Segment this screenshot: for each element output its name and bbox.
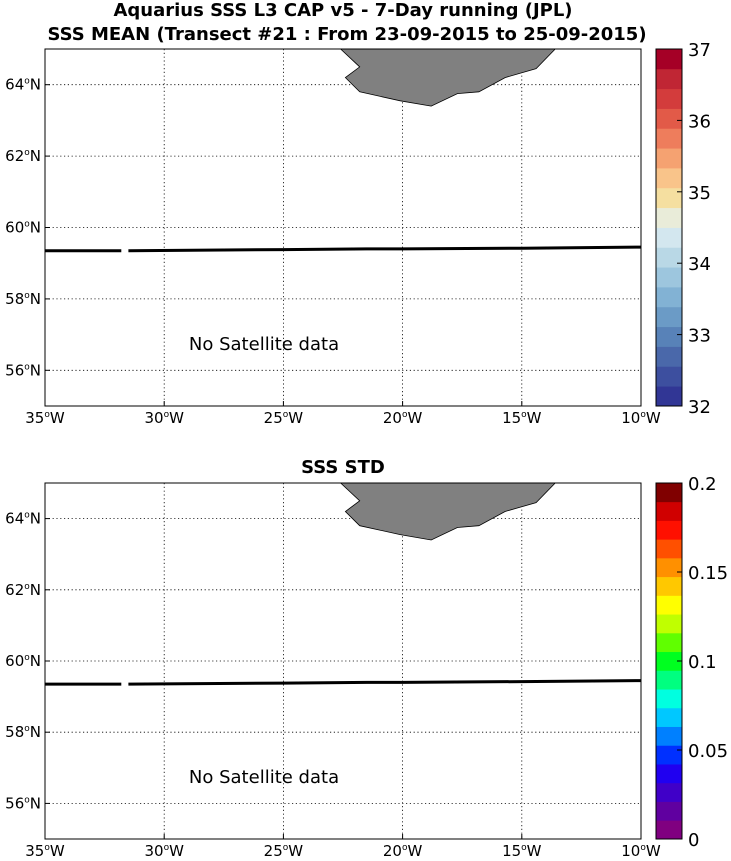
sss-std-map-panel: 35oW 30oW 25oW 20oW 15oW 10oW 64oN 62oN 60oN 58o… xyxy=(5,474,728,860)
colorbar-swatch xyxy=(656,68,682,90)
iceland-landmass xyxy=(309,482,557,541)
colorbar-swatch xyxy=(656,49,682,70)
longitude-tick-label: 10oW xyxy=(621,842,661,860)
colorbar-swatch xyxy=(656,366,682,387)
colorbar-swatch xyxy=(656,108,682,129)
colorbar-tick-label: 0.2 xyxy=(688,474,717,495)
colorbar-swatch xyxy=(656,707,682,727)
colorbar-swatch xyxy=(656,651,682,671)
colorbar-swatch xyxy=(656,346,682,367)
colorbar-swatch xyxy=(656,614,682,634)
colorbar-swatch xyxy=(656,632,682,653)
latitude-tick-labels: 64oN 62oN 60oN 58oN 56oN xyxy=(5,76,50,379)
colorbar-swatch xyxy=(656,820,682,840)
colorbar-swatch xyxy=(656,576,682,596)
std-panel-title: SSS STD xyxy=(301,457,385,478)
longitude-tick-label: 25oW xyxy=(264,409,304,427)
colorbar-swatch xyxy=(656,168,682,189)
map-gridlines xyxy=(45,49,641,406)
colorbar-swatch xyxy=(656,148,682,169)
colorbar-swatch xyxy=(656,520,682,540)
colorbar-tick-label: 0.05 xyxy=(688,741,728,762)
colorbar-swatch xyxy=(656,483,682,503)
transect-segment xyxy=(128,245,642,253)
latitude-tick-label: 62oN xyxy=(5,581,41,599)
colorbar-swatch xyxy=(656,287,682,308)
longitude-tick-label: 35oW xyxy=(25,842,65,860)
iceland-coast xyxy=(309,482,557,541)
figure-title-line2: SSS MEAN (Transect #21 : From 23-09-2015… xyxy=(47,24,646,45)
colorbar-swatch xyxy=(656,689,682,709)
map-gridlines xyxy=(45,483,641,839)
latitude-tick-label: 60oN xyxy=(5,652,41,670)
transect-track xyxy=(45,245,642,253)
longitude-tick-label: 30oW xyxy=(144,409,184,427)
longitude-tick-labels: 35oW 30oW 25oW 20oW 15oW 10oW xyxy=(25,401,661,427)
longitude-tick-label: 30oW xyxy=(144,842,184,860)
colorbar-swatch xyxy=(656,539,682,559)
longitude-tick-label: 25oW xyxy=(264,842,304,860)
longitude-tick-label: 15oW xyxy=(502,409,542,427)
iceland-landmass xyxy=(309,48,557,107)
colorbar-swatch xyxy=(656,782,682,802)
latitude-tick-label: 56oN xyxy=(5,794,41,812)
colorbar-frame xyxy=(655,48,683,407)
colorbar-swatch xyxy=(656,801,682,821)
longitude-tick-label: 35oW xyxy=(25,409,65,427)
colorbar-swatch xyxy=(656,386,682,407)
salinity-colorbar: 32 33 34 35 36 37 xyxy=(655,40,711,418)
colorbar-tick-label: 0.15 xyxy=(688,563,728,584)
longitude-tick-label: 10oW xyxy=(621,409,661,427)
colorbar-swatch xyxy=(656,267,682,288)
longitude-tick-labels: 35oW 30oW 25oW 20oW 15oW 10oW xyxy=(25,834,661,860)
colorbar-swatch xyxy=(656,501,682,521)
colorbar-swatch xyxy=(656,326,682,347)
colorbar-swatch xyxy=(656,247,682,268)
no-satellite-data-note: No Satellite data xyxy=(189,767,339,788)
latitude-tick-label: 56oN xyxy=(5,361,41,379)
colorbar-swatch xyxy=(656,726,682,746)
colorbar-swatch xyxy=(656,187,682,209)
figure-title-line1: Aquarius SSS L3 CAP v5 - 7-Day running (… xyxy=(113,0,572,21)
std-colorbar: 0 0.05 0.1 0.15 0.2 xyxy=(655,474,728,851)
colorbar-tick-label: 36 xyxy=(688,111,711,132)
latitude-tick-label: 58oN xyxy=(5,723,41,741)
latitude-tick-label: 60oN xyxy=(5,219,41,237)
latitude-tick-labels: 64oN 62oN 60oN 58oN 56oN xyxy=(5,510,50,812)
longitude-tick-label: 20oW xyxy=(383,842,423,860)
colorbar-swatch xyxy=(656,306,682,328)
sss-mean-map-panel: 35oW 30oW 25oW 20oW 15oW 10oW 64oN 62oN 60oN 58o… xyxy=(5,40,711,427)
colorbar-tick-label: 0.1 xyxy=(688,652,717,673)
colorbar-swatch xyxy=(656,207,682,228)
colorbar-tick-label: 33 xyxy=(688,326,711,347)
colorbar-swatch xyxy=(656,745,682,765)
iceland-coast xyxy=(309,48,557,107)
latitude-tick-label: 62oN xyxy=(5,147,41,165)
colorbar-swatch xyxy=(656,670,682,690)
colorbar-tick-label: 34 xyxy=(688,254,711,275)
colorbar-swatch xyxy=(656,227,682,248)
longitude-tick-label: 20oW xyxy=(383,409,423,427)
colorbar-tick-label: 37 xyxy=(688,40,711,61)
colorbar-tick-label: 0 xyxy=(688,830,699,851)
colorbar-tick-label: 35 xyxy=(688,183,711,204)
colorbar-swatch xyxy=(656,128,682,149)
transect-segment xyxy=(128,679,642,686)
no-satellite-data-note: No Satellite data xyxy=(189,334,339,355)
colorbar-swatch xyxy=(656,88,682,109)
colorbar-swatch xyxy=(656,764,682,784)
latitude-tick-label: 64oN xyxy=(5,510,41,528)
latitude-tick-label: 58oN xyxy=(5,290,41,308)
latitude-tick-label: 64oN xyxy=(5,76,41,94)
longitude-tick-label: 15oW xyxy=(502,842,542,860)
colorbar-tick-label: 32 xyxy=(688,397,711,418)
transect-track xyxy=(45,679,642,686)
colorbar-swatch xyxy=(656,557,682,578)
colorbar-swatch xyxy=(656,595,682,615)
